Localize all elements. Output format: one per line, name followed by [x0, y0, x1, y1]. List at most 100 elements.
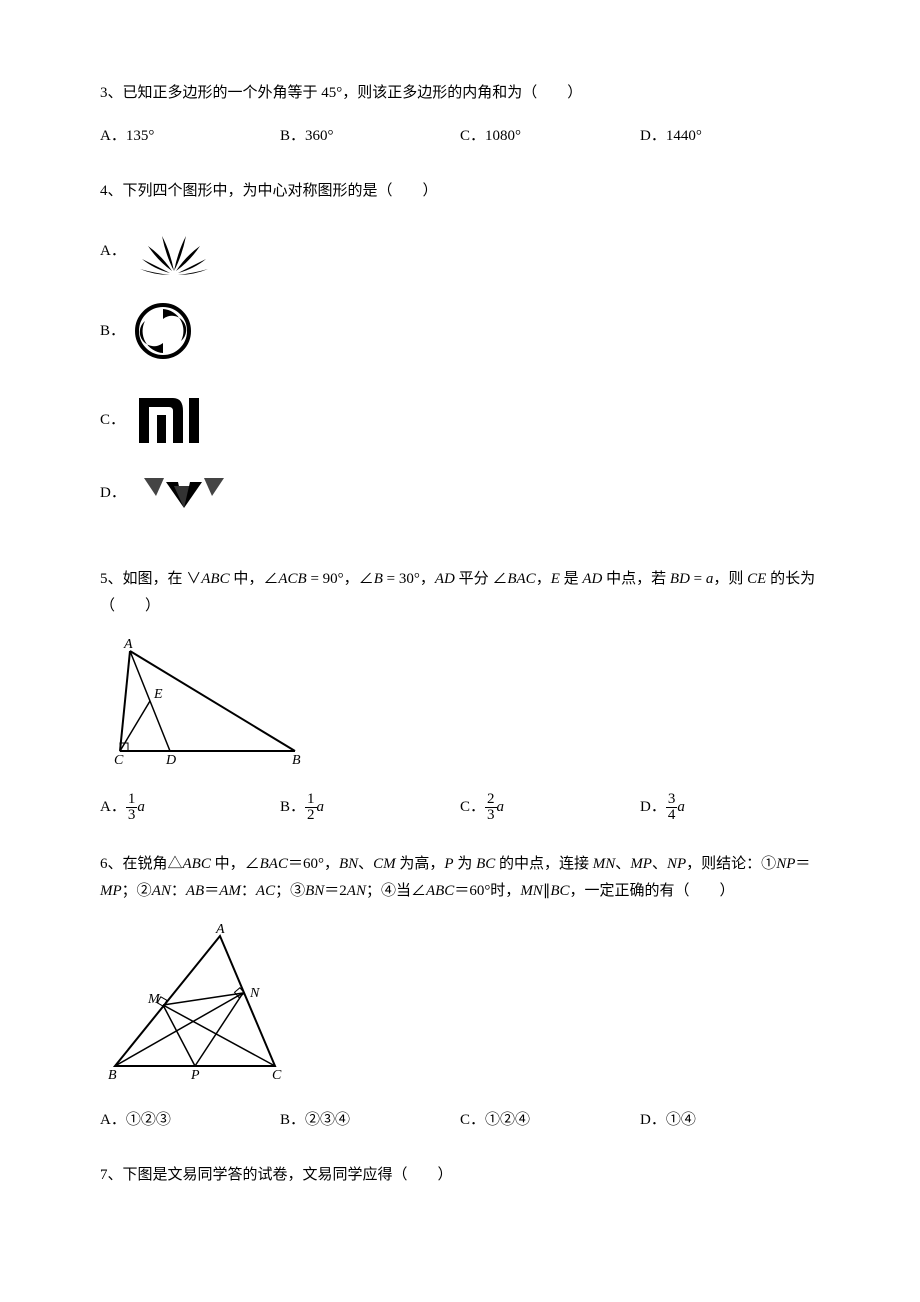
q5-p1: 5、如图，在 ∨: [100, 571, 201, 587]
q6-p13: 的中点，连接: [495, 856, 593, 872]
q5-a-label: A．: [100, 794, 126, 821]
q5-p17: =: [690, 571, 706, 587]
q5-option-c: C． 23 a: [460, 792, 610, 823]
q6-p34: AN: [347, 883, 366, 899]
q5-option-b: B． 12 a: [280, 792, 430, 823]
q6-options: A．①②③ B．②③④ C．①②④ D．①④: [100, 1107, 820, 1134]
q5-option-a: A． 13 a: [100, 792, 250, 823]
wuling-logo-icon: [134, 468, 234, 518]
q5-options: A． 13 a B． 12 a C． 23 a D． 34 a: [100, 792, 820, 823]
q5-vertex-B: B: [292, 753, 301, 766]
q6-vertex-N: N: [249, 986, 260, 1001]
q6-p4: BAC: [260, 856, 288, 872]
q5-c-frac: 23: [485, 792, 497, 823]
q5-vertex-C: C: [114, 753, 124, 766]
q6-p41: ，一定正确的有（ ）: [569, 883, 734, 899]
q6-p16: MP: [630, 856, 652, 872]
q6-diagram: A M N B P C: [100, 921, 820, 1091]
q6-option-a: A．①②③: [100, 1107, 250, 1134]
q6-vertex-M: M: [147, 992, 161, 1007]
q5-p19: ，则: [713, 571, 747, 587]
q6-p6: BN: [339, 856, 358, 872]
q4-text: 4、下列四个图形中，为中心对称图形的是（ ）: [100, 178, 820, 205]
q6-p31: ；③: [275, 883, 305, 899]
q5-c-label: C．: [460, 794, 485, 821]
q6-p35: ；④当∠: [366, 883, 426, 899]
q6-p10: P: [444, 856, 453, 872]
q6-p11: 为: [454, 856, 477, 872]
dongfeng-logo-icon: [133, 301, 193, 361]
q6-option-b: B．②③④: [280, 1107, 430, 1134]
q5-p7: = 30°，: [383, 571, 435, 587]
q6-vertex-A: A: [215, 922, 225, 937]
q5-p8: AD: [435, 571, 455, 587]
q6-p9: 为高，: [396, 856, 445, 872]
q5-a-frac: 13: [126, 792, 138, 823]
q6-p2: ABC: [183, 856, 211, 872]
q6-option-d: D．①④: [640, 1107, 790, 1134]
q5-b-frac: 12: [305, 792, 317, 823]
q6-p12: BC: [476, 856, 495, 872]
q6-p20: NP: [776, 856, 795, 872]
q5-p6: B: [374, 571, 383, 587]
q6-p30: AC: [256, 883, 275, 899]
q6-p25: ：: [171, 883, 186, 899]
q5-p20: CE: [747, 571, 766, 587]
q6-p14: MN: [593, 856, 616, 872]
q3-option-b: B．360°: [280, 123, 430, 150]
q5-p16: BD: [670, 571, 690, 587]
q6-p23: ；②: [122, 883, 152, 899]
q5-text: 5、如图，在 ∨ABC 中，∠ACB = 90°，∠B = 30°，AD 平分 …: [100, 566, 820, 620]
q6-p19: ，则结论：①: [686, 856, 776, 872]
q6-p5: ＝60°，: [288, 856, 339, 872]
q4-option-b: B．: [100, 301, 446, 361]
q6-p1: 6、在锐角△: [100, 856, 183, 872]
q6-p27: ＝: [204, 883, 219, 899]
q6-p38: MN: [520, 883, 543, 899]
q4-a-label: A．: [100, 238, 126, 265]
q6-p18: NP: [667, 856, 686, 872]
question-5: 5、如图，在 ∨ABC 中，∠ACB = 90°，∠B = 30°，AD 平分 …: [100, 566, 820, 823]
q6-p8: CM: [373, 856, 396, 872]
q5-p4: ACB: [278, 571, 306, 587]
q5-vertex-E: E: [153, 687, 163, 702]
q6-p32: BN: [305, 883, 324, 899]
q5-b-label: B．: [280, 794, 305, 821]
question-6: 6、在锐角△ABC 中，∠BAC＝60°，BN、CM 为高，P 为 BC 的中点…: [100, 851, 820, 1134]
q5-p9: 平分 ∠: [455, 571, 508, 587]
q5-p2: ABC: [201, 571, 229, 587]
q5-p14: AD: [582, 571, 602, 587]
q5-p5: = 90°，∠: [307, 571, 374, 587]
q4-options-row1: A． B．: [100, 221, 820, 381]
q4-b-label: B．: [100, 318, 125, 345]
q6-p22: MP: [100, 883, 122, 899]
q5-vertex-A: A: [123, 637, 133, 652]
mi-logo-icon: [133, 393, 203, 448]
question-7: 7、下图是文易同学答的试卷，文易同学应得（ ）: [100, 1162, 820, 1189]
q6-vertex-B: B: [108, 1068, 117, 1081]
q6-p17: 、: [652, 856, 667, 872]
q6-p37: ＝60°时，: [454, 883, 520, 899]
q6-p28: AM: [219, 883, 241, 899]
q3-text: 3、已知正多边形的一个外角等于 45°，则该正多边形的内角和为（ ）: [100, 80, 820, 107]
q5-d-frac: 34: [666, 792, 678, 823]
q6-vertex-C: C: [272, 1068, 282, 1081]
q5-d-label: D．: [640, 794, 666, 821]
q6-p3: 中，∠: [211, 856, 260, 872]
q5-p11: ，: [536, 571, 551, 587]
q5-p12: E: [551, 571, 560, 587]
q3-options: A．135° B．360° C．1080° D．1440°: [100, 123, 820, 150]
q6-text: 6、在锐角△ABC 中，∠BAC＝60°，BN、CM 为高，P 为 BC 的中点…: [100, 851, 820, 905]
q5-c-var: a: [497, 794, 505, 821]
q6-p26: AB: [186, 883, 204, 899]
q5-a-var: a: [137, 794, 145, 821]
q5-diagram: A E C D B: [100, 636, 820, 776]
q5-d-var: a: [677, 794, 685, 821]
q4-option-d: D．: [100, 468, 446, 518]
q6-vertex-P: P: [190, 1068, 200, 1081]
q5-vertex-D: D: [165, 753, 176, 766]
q4-c-label: C．: [100, 407, 125, 434]
q5-p3: 中，∠: [230, 571, 279, 587]
q5-p13: 是: [560, 571, 583, 587]
q5-p15: 中点，若: [602, 571, 670, 587]
